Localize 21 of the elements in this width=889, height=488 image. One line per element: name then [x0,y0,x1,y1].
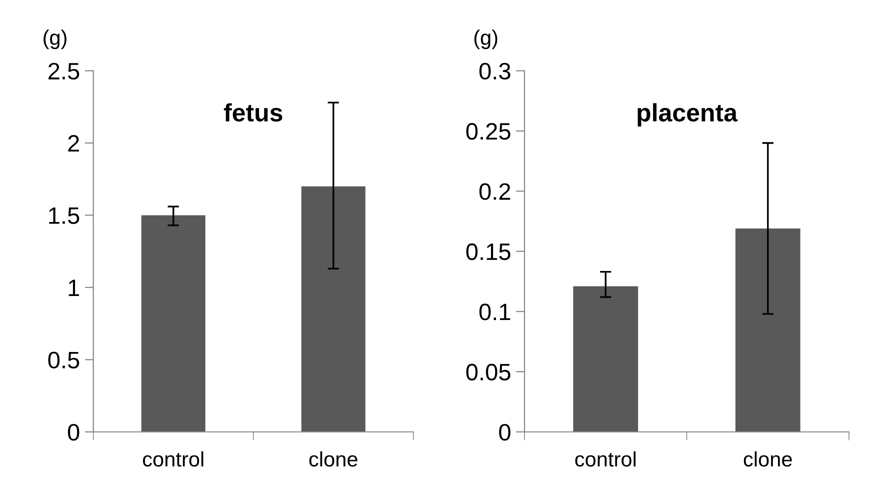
y-tick-label: 0.3 [479,62,510,80]
x-tick-label: control [142,451,204,467]
y-tick-label: 1.5 [49,208,80,224]
y-tick-label: 0 [68,424,80,441]
y-tick-label: 0.2 [479,183,510,200]
y-tick-label: 0.25 [466,123,510,140]
text: fetus [224,103,282,122]
x-tick-label: control [575,451,636,467]
y-axis-title: (g) [44,30,66,50]
y-axis-title: (g) [474,30,498,50]
y-tick-label: 2 [68,135,79,152]
y-tick-label: 0.5 [48,352,80,368]
y-tick-label: 1 [68,280,79,296]
x-tick-label: clone [744,451,792,467]
y-tick-label: 0.15 [466,243,510,260]
text: placenta [638,103,738,127]
y-tick-label: 0.05 [466,364,510,380]
y-tick-label: 0 [499,424,510,441]
y-tick-label: 2.5 [48,62,80,80]
y-tick-label: 0.1 [479,304,510,320]
x-tick-label: clone [309,451,358,467]
